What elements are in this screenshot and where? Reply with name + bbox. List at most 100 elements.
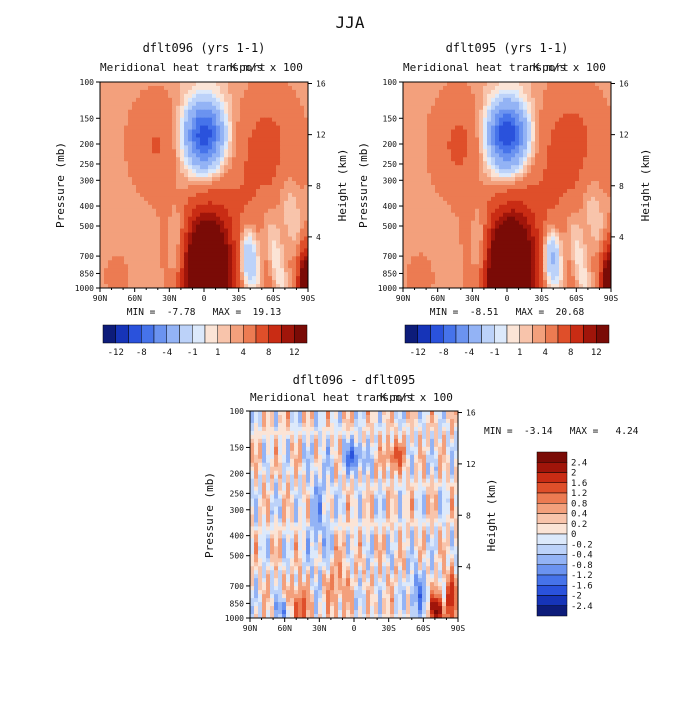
field-cell <box>443 221 448 226</box>
field-cell <box>276 165 281 170</box>
field-cell <box>411 106 416 111</box>
field-cell <box>108 205 113 210</box>
field-cell <box>503 130 508 135</box>
field-cell <box>228 225 233 230</box>
field-cell <box>599 149 604 154</box>
field-cell <box>296 86 301 91</box>
field-cell <box>423 209 428 214</box>
field-cell <box>276 90 281 95</box>
field-cell <box>296 118 301 123</box>
field-cell <box>519 181 524 186</box>
field-cell <box>447 106 452 111</box>
field-cell <box>128 229 133 234</box>
field-cell <box>200 260 205 265</box>
field-cell <box>583 94 588 99</box>
field-cell <box>507 221 512 226</box>
field-cell <box>479 189 484 194</box>
field-cell <box>148 90 153 95</box>
field-cell <box>156 181 161 186</box>
field-cell <box>559 185 564 190</box>
field-cell <box>228 244 233 249</box>
field-cell <box>571 153 576 158</box>
field-cell <box>224 137 229 142</box>
field-cell <box>463 114 468 119</box>
field-cell <box>296 177 301 182</box>
field-cell <box>551 189 556 194</box>
field-cell <box>519 161 524 166</box>
field-cell <box>599 94 604 99</box>
field-cell <box>192 237 197 242</box>
field-cell <box>188 256 193 261</box>
colorbar-box <box>282 325 295 343</box>
field-cell <box>599 221 604 226</box>
field-cell <box>531 217 536 222</box>
field-cell <box>136 153 141 158</box>
field-cell <box>407 165 412 170</box>
field-cell <box>228 280 233 285</box>
field-cell <box>579 137 584 142</box>
field-cell <box>543 161 548 166</box>
field-cell <box>403 173 408 178</box>
field-cell <box>188 209 193 214</box>
field-cell <box>168 165 173 170</box>
field-cell <box>519 205 524 210</box>
field-cell <box>467 225 472 230</box>
field-cell <box>583 209 588 214</box>
field-cell <box>220 252 225 257</box>
field-cell <box>427 217 432 222</box>
field-cell <box>100 118 105 123</box>
field-cell <box>451 110 456 115</box>
field-cell <box>208 114 213 119</box>
field-cell <box>228 94 233 99</box>
field-cell <box>100 145 105 150</box>
field-cell <box>224 264 229 269</box>
field-cell <box>415 177 420 182</box>
field-cell <box>591 169 596 174</box>
field-cell <box>591 98 596 103</box>
field-cell <box>164 272 169 277</box>
field-cell <box>280 165 285 170</box>
field-cell <box>467 185 472 190</box>
field-cell <box>415 240 420 245</box>
field-cell <box>519 98 524 103</box>
field-cell <box>563 181 568 186</box>
field-cell <box>148 201 153 206</box>
field-cell <box>272 268 277 273</box>
field-cell <box>108 244 113 249</box>
field-cell <box>515 102 520 107</box>
field-cell <box>116 90 121 95</box>
field-cell <box>124 240 129 245</box>
field-cell <box>296 264 301 269</box>
field-cell <box>276 169 281 174</box>
field-cell <box>140 213 145 218</box>
field-cell <box>196 173 201 178</box>
field-cell <box>196 233 201 238</box>
field-cell <box>527 244 532 249</box>
field-cell <box>284 181 289 186</box>
field-cell <box>260 82 265 87</box>
field-cell <box>168 197 173 202</box>
field-cell <box>252 181 257 186</box>
field-cell <box>575 145 580 150</box>
field-cell <box>144 264 149 269</box>
field-cell <box>208 233 213 238</box>
field-cell <box>499 165 504 170</box>
field-cell <box>491 106 496 111</box>
field-cell <box>164 118 169 123</box>
field-cell <box>128 272 133 277</box>
field-cell <box>583 122 588 127</box>
field-cell <box>180 157 185 162</box>
field-cell <box>128 82 133 87</box>
field-cell <box>208 126 213 131</box>
field-cell <box>595 110 600 115</box>
field-cell <box>224 221 229 226</box>
field-cell <box>280 137 285 142</box>
field-cell <box>104 157 109 162</box>
field-cell <box>120 118 125 123</box>
field-cell <box>224 134 229 139</box>
field-cell <box>132 268 137 273</box>
field-cell <box>184 237 189 242</box>
field-cell <box>539 137 544 142</box>
field-cell <box>527 225 532 230</box>
field-cell <box>296 201 301 206</box>
